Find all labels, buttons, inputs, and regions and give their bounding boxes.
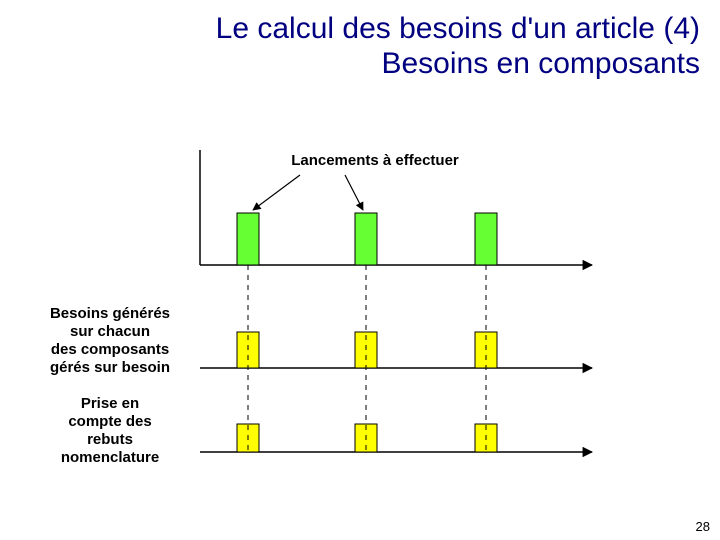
- label-mid: Besoins généréssur chacundes composantsg…: [30, 305, 190, 377]
- label-top: Lancements à effectuer: [285, 152, 465, 170]
- bar-row0-col1: [355, 213, 377, 265]
- bar-row0-col0: [237, 213, 259, 265]
- pointer-arrow-0: [253, 175, 300, 210]
- slide: Le calcul des besoins d'un article (4) B…: [0, 0, 720, 540]
- label-bottom: Prise encompte desrebutsnomenclature: [45, 395, 175, 467]
- bar-row0-col2: [475, 213, 497, 265]
- pointer-arrow-1: [345, 175, 363, 210]
- page-number: 28: [696, 519, 710, 534]
